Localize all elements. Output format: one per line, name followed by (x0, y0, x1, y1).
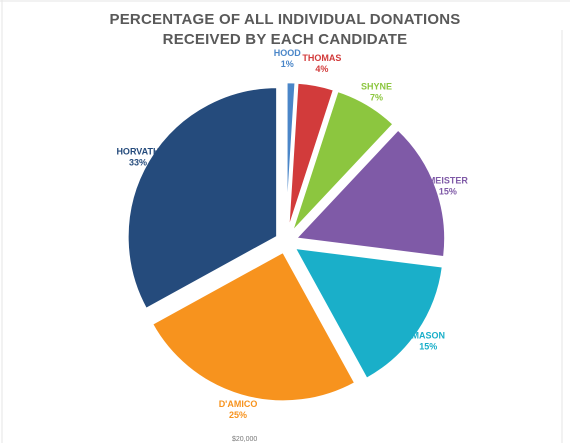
chart-title-line-1: PERCENTAGE OF ALL INDIVIDUAL DONATIONS (109, 11, 461, 28)
chart-title-line-2: RECEIVED BY EACH CANDIDATE (162, 31, 408, 48)
pie-slice-hood (285, 80, 297, 234)
pie-label-name-shyne: SHYNE (361, 82, 392, 92)
pie-label-percent-horvath: 33% (129, 157, 147, 167)
pie-label-percent-meister: 15% (439, 187, 457, 197)
chart-title: PERCENTAGE OF ALL INDIVIDUAL DONATIONS R… (0, 10, 570, 50)
pie-slices (126, 80, 447, 403)
pie-slice-horvath (126, 85, 279, 311)
pie-label-name-thomas: THOMAS (302, 53, 341, 63)
pie-label-name-mason: MASON (412, 331, 446, 341)
pie-label-name-hood: HOOD (274, 48, 302, 58)
pie-labels: HOOD1%THOMAS4%SHYNE7%MEISTER15%MASON15%D… (116, 48, 468, 420)
background-axis-fragment: $20,000 (232, 436, 258, 443)
pie-slice-thomas (286, 81, 336, 234)
pie-label-percent-hood: 1% (281, 59, 294, 69)
pie-slice-damico (150, 250, 357, 403)
pie-label-percent-damico: 25% (229, 410, 247, 420)
pie-label-percent-shyne: 7% (370, 93, 383, 103)
pie-label-name-horvath: HORVATH (116, 146, 159, 156)
pie-slice-shyne (289, 89, 396, 235)
pie-label-name-meister: MEISTER (428, 176, 469, 186)
pie-label-name-damico: D'AMICO (219, 399, 258, 409)
pie-label-percent-mason: 15% (419, 342, 437, 352)
pie-label-percent-thomas: 4% (315, 64, 328, 74)
pie-slice-mason (293, 246, 445, 381)
pie-slice-meister (294, 128, 447, 259)
